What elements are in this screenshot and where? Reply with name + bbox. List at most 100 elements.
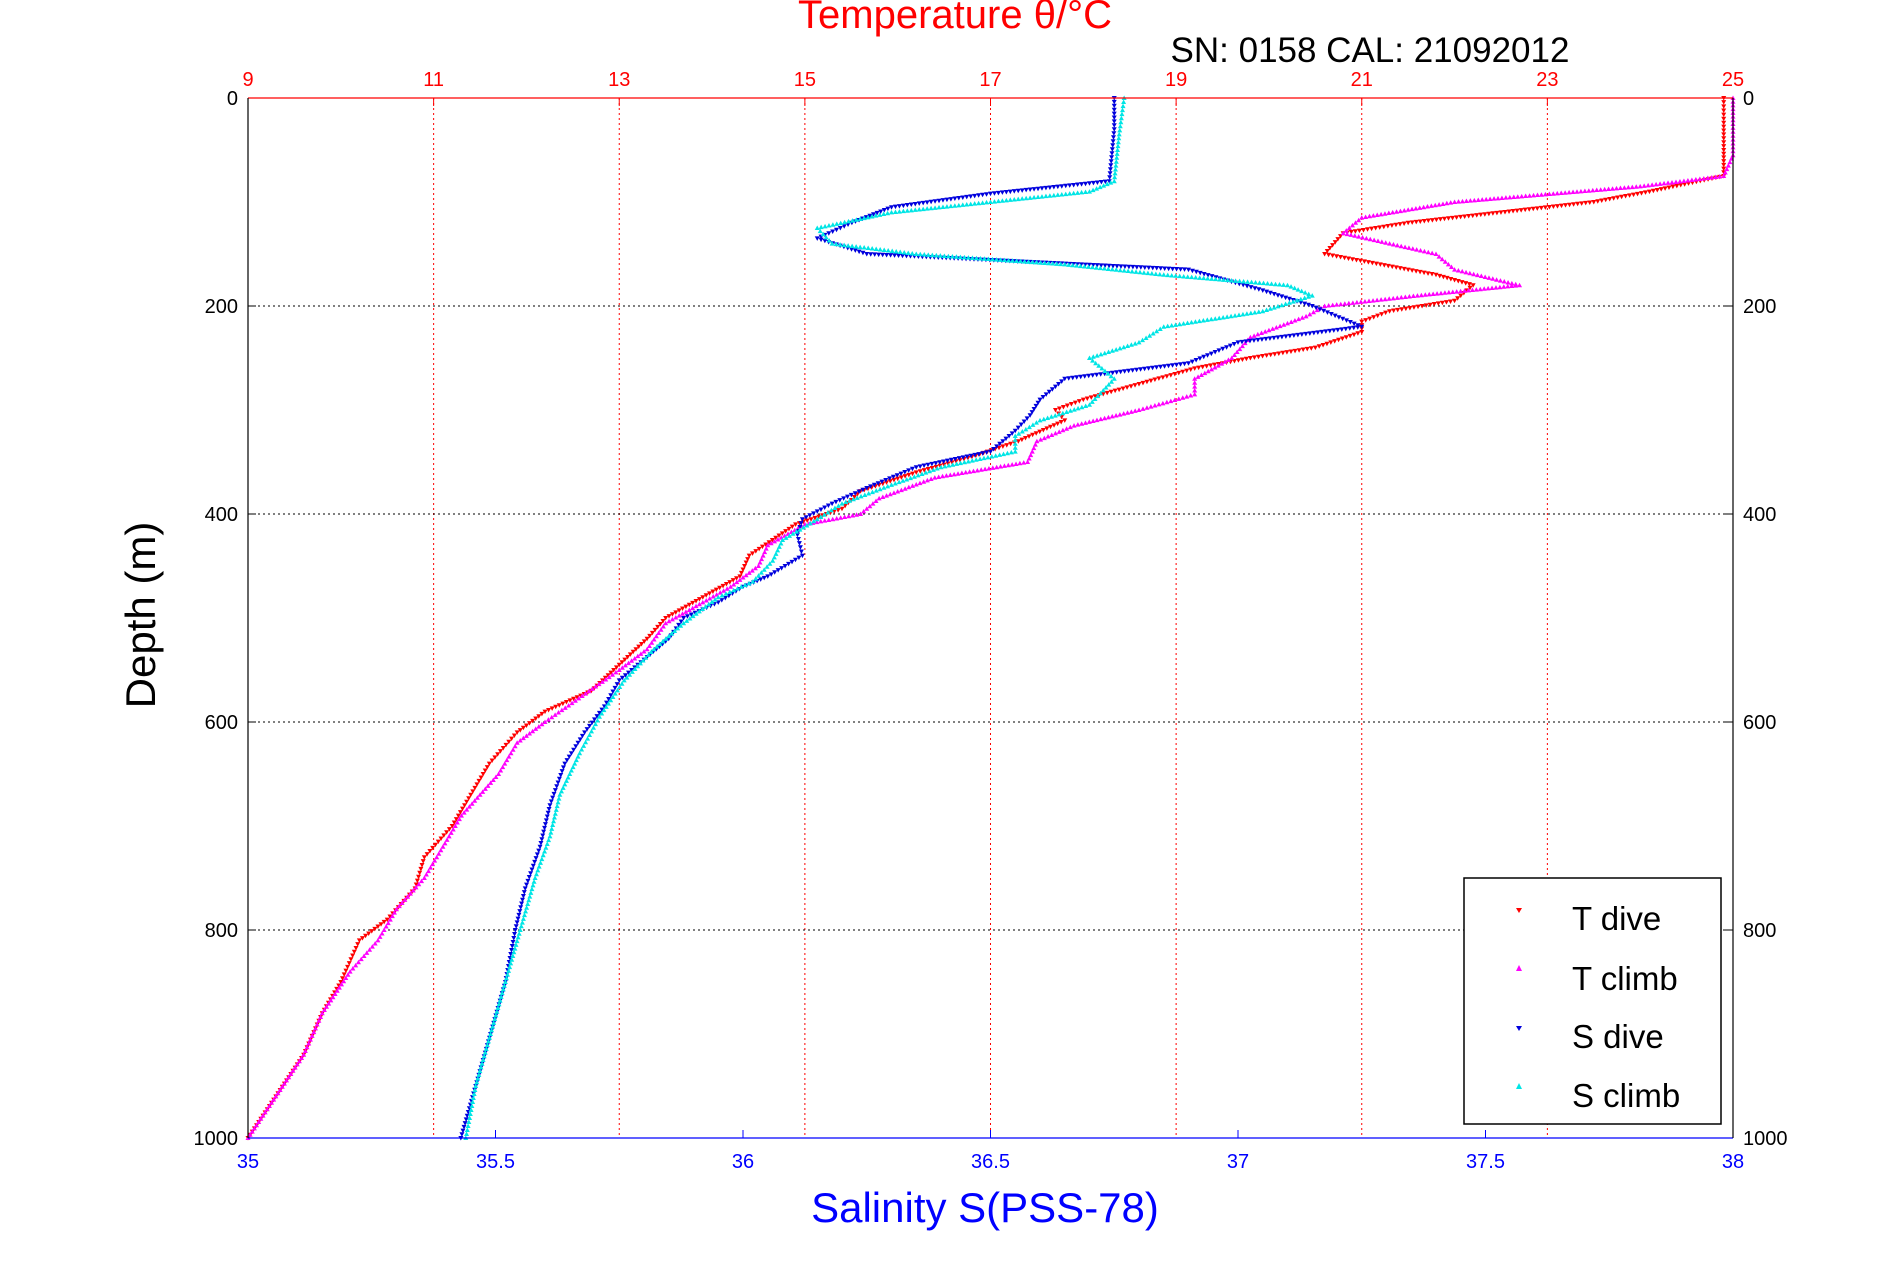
- s-dive-point: [1244, 284, 1250, 289]
- s-climb-point: [825, 510, 831, 515]
- t-dive-point: [1474, 213, 1480, 218]
- t-climb-point: [1176, 396, 1182, 401]
- s-climb-point: [530, 882, 536, 888]
- t-climb-point: [1371, 237, 1377, 243]
- s-dive-point: [822, 238, 828, 244]
- t-climb-point: [1255, 331, 1261, 337]
- t-dive-point: [432, 842, 438, 848]
- t-dive-point: [419, 863, 425, 868]
- s-climb-point: [1051, 192, 1057, 198]
- s-dive-point: [1114, 370, 1120, 375]
- t-dive-point: [686, 602, 692, 608]
- s-climb-point: [1097, 184, 1103, 190]
- t-dive-point: [1678, 183, 1684, 188]
- s-climb-point: [552, 811, 558, 816]
- t-dive-point: [891, 477, 897, 483]
- s-climb-point: [1228, 313, 1234, 319]
- s-climb-point: [956, 202, 962, 208]
- s-dive-point: [988, 191, 993, 197]
- s-climb-point: [555, 799, 561, 805]
- t-climb-point: [416, 881, 422, 887]
- t-dive-point: [786, 526, 792, 532]
- s-climb-point: [1010, 258, 1016, 263]
- s-climb-point: [666, 633, 672, 639]
- s-dive-point: [542, 822, 548, 827]
- s-climb-point: [1030, 259, 1036, 265]
- t-dive-point: [913, 470, 919, 475]
- t-climb-point: [1366, 298, 1372, 304]
- s-climb-point: [1099, 365, 1105, 371]
- t-dive-point: [509, 736, 515, 742]
- s-climb-point: [857, 244, 863, 250]
- s-climb-point: [516, 931, 522, 936]
- t-climb-point: [313, 1025, 318, 1031]
- t-climb-point: [734, 579, 740, 585]
- t-climb-point: [421, 875, 427, 880]
- t-climb-point: [891, 490, 897, 495]
- s-dive-point: [1079, 182, 1085, 187]
- t-dive-point: [1409, 220, 1415, 225]
- s-climb-point: [1133, 269, 1139, 274]
- s-dive-point: [1043, 392, 1049, 397]
- t-dive-point: [421, 855, 427, 860]
- t-dive-point: [348, 957, 354, 962]
- s-climb-point: [1035, 194, 1041, 200]
- t-climb-point: [1421, 248, 1427, 254]
- s-climb-point: [1063, 191, 1069, 197]
- t-climb-point: [1721, 173, 1727, 178]
- s-dive-point: [799, 553, 805, 559]
- t-climb-point: [251, 1125, 257, 1131]
- s-climb-point: [1286, 300, 1292, 305]
- s-climb-point: [835, 503, 841, 508]
- t-dive-point: [1058, 420, 1064, 425]
- t-dive-point: [1393, 265, 1399, 270]
- s-dive-point: [599, 707, 605, 713]
- t-climb-point: [249, 1129, 255, 1134]
- t-dive-point: [1208, 363, 1214, 368]
- t-dive-point: [1571, 202, 1577, 207]
- t-climb-point: [1465, 287, 1471, 293]
- s-dive-point: [1098, 263, 1104, 268]
- t-dive-point: [608, 670, 614, 676]
- s-dive-point: [1047, 185, 1053, 190]
- s-climb-point: [681, 620, 687, 626]
- t-dive-point: [804, 518, 810, 523]
- s-climb-point: [1265, 281, 1271, 286]
- s-climb-point: [916, 206, 922, 212]
- t-climb-point: [1505, 279, 1511, 285]
- t-dive-point: [1658, 187, 1664, 192]
- s-dive-point: [856, 489, 862, 494]
- s-climb-point: [820, 231, 826, 237]
- s-climb-point: [528, 890, 534, 895]
- s-climb-point: [756, 573, 762, 578]
- s-climb-point: [570, 764, 576, 770]
- s-climb-point: [553, 807, 559, 812]
- s-dive-point: [1197, 270, 1203, 276]
- t-climb-point: [1202, 370, 1208, 376]
- t-dive-point: [1615, 195, 1621, 201]
- t-climb-point: [1334, 302, 1340, 307]
- t-dive-point: [343, 968, 349, 974]
- t-climb-point: [271, 1097, 277, 1102]
- t-dive-point: [910, 471, 916, 477]
- t-dive-point: [1330, 243, 1336, 248]
- t-dive-point: [1383, 310, 1389, 316]
- s-climb-point: [775, 547, 781, 553]
- t-dive-point: [1498, 210, 1504, 215]
- t-dive-point: [1470, 213, 1476, 219]
- t-dive-point: [1051, 423, 1057, 428]
- t-dive-point: [902, 474, 908, 479]
- s-dive-point: [849, 247, 855, 252]
- t-climb-point: [1234, 349, 1240, 355]
- t-dive-point: [1455, 296, 1461, 301]
- t-climb-point: [1493, 285, 1499, 290]
- t-climb-point: [508, 750, 514, 756]
- s-climb-point: [877, 212, 883, 217]
- s-climb-point: [742, 582, 748, 588]
- t-dive-point: [1486, 211, 1492, 217]
- t-dive-point: [1052, 408, 1058, 413]
- t-climb-point: [994, 464, 1000, 470]
- s-climb-point: [1145, 270, 1151, 276]
- s-dive-point: [772, 570, 778, 575]
- s-climb-point: [1011, 197, 1017, 202]
